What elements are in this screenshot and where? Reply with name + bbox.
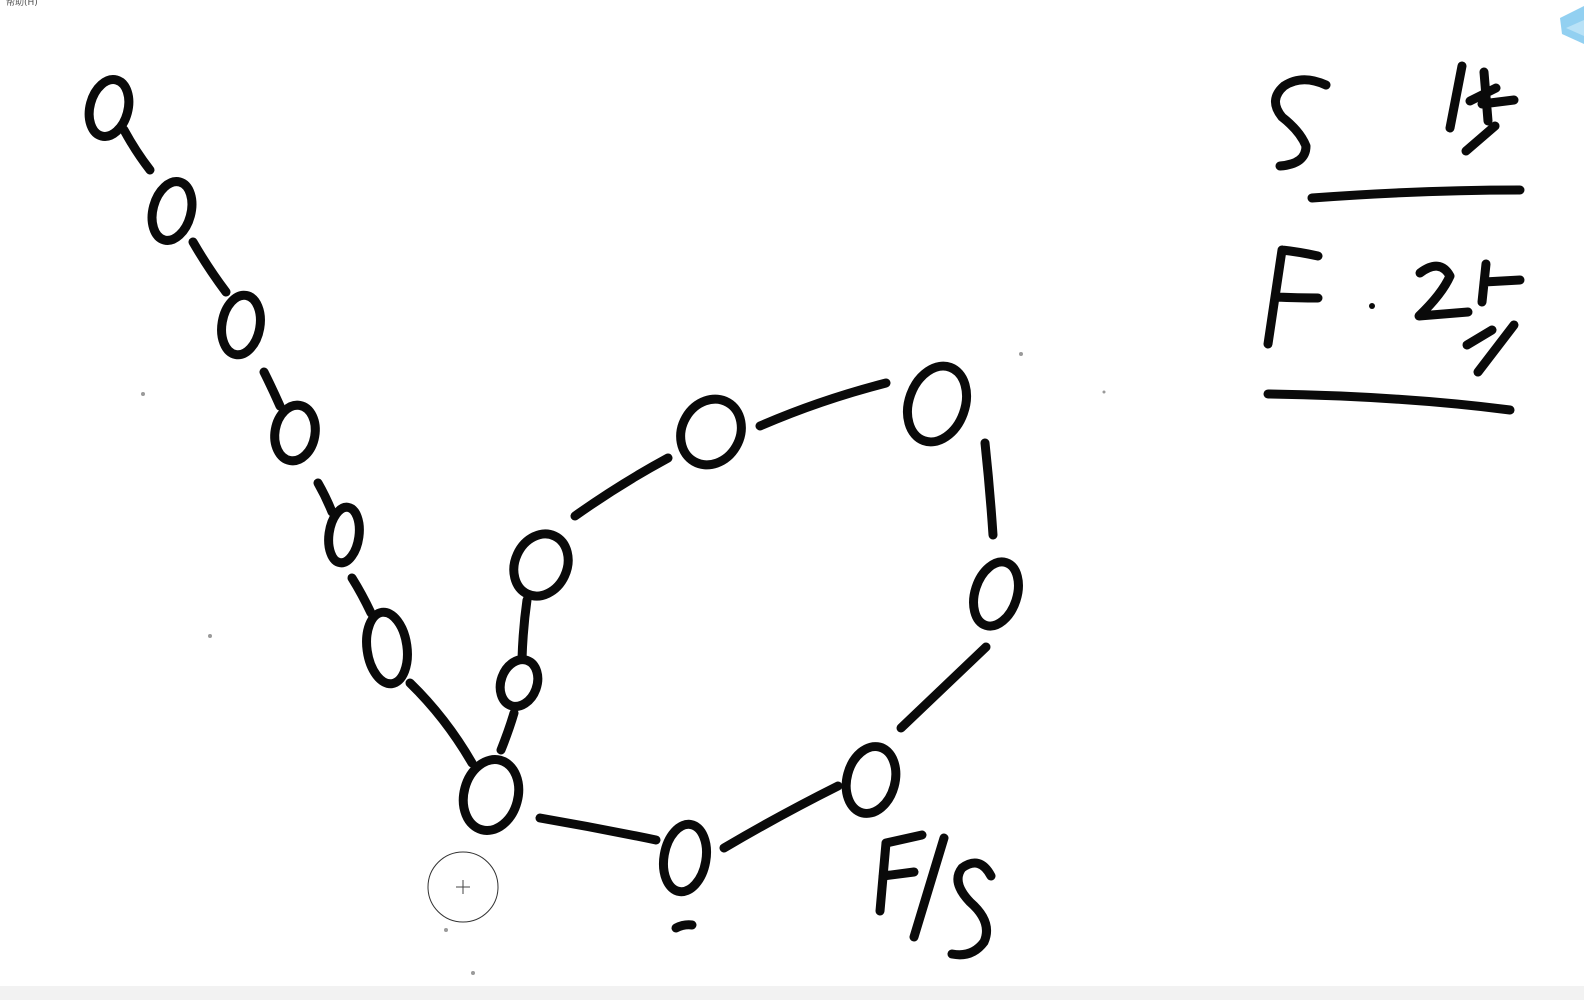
list-cycle [458, 361, 1023, 933]
cycle-node [676, 394, 746, 470]
legend-divider-bottom [1263, 389, 1515, 415]
partial-stroke [671, 920, 697, 933]
cycle-edge [517, 595, 532, 664]
canvas-specks [141, 352, 1106, 975]
cycle-node [509, 529, 573, 601]
legend-divider-top [1307, 185, 1525, 203]
floating-widget-icon[interactable] [1560, 6, 1584, 44]
cycle-node [841, 742, 901, 818]
tail-edge [347, 573, 376, 618]
meeting-label: F/S [875, 830, 996, 960]
cycle-node [658, 819, 712, 897]
tail-edge [188, 237, 231, 297]
legend-slow-steps [1445, 61, 1519, 156]
label-slash [909, 833, 949, 942]
cycle-edge [896, 642, 991, 733]
entry-node [458, 755, 524, 835]
cycle-edge [496, 708, 519, 755]
cycle-edge [535, 813, 661, 845]
cycle-node [969, 557, 1023, 631]
tail-node [362, 607, 412, 689]
tail-node [147, 177, 197, 245]
legend-fast-symbol [1263, 245, 1323, 349]
tail-node [217, 290, 265, 360]
label-letter-s [947, 858, 996, 960]
menu-hint[interactable]: 帮助(H) [6, 0, 38, 8]
legend-dot [1369, 303, 1375, 309]
cycle-edge [719, 781, 843, 853]
cycle-edge [570, 453, 673, 521]
pen-cursor [427, 851, 499, 923]
tail-edge [405, 678, 477, 768]
legend-slow: S 1步 [1271, 61, 1525, 203]
tail-edge [313, 478, 337, 517]
legend: S 1步 F 2步 [1263, 61, 1525, 415]
legend-fast-steps [1414, 259, 1525, 377]
canvas-bottom-edge [0, 986, 1584, 1000]
legend-slow-symbol [1271, 75, 1331, 171]
legend-fast: F 2步 [1263, 245, 1525, 415]
label-letter-f [875, 830, 927, 916]
cycle-node [903, 361, 971, 447]
cycle-edge [980, 438, 998, 540]
cycle-node [495, 655, 543, 711]
cycle-edge [755, 378, 891, 431]
tail-node [84, 75, 134, 141]
tail-edge [119, 125, 155, 175]
list-tail [84, 75, 477, 768]
tail-node [324, 502, 364, 568]
tail-edge [259, 367, 285, 411]
tail-node [270, 400, 320, 466]
